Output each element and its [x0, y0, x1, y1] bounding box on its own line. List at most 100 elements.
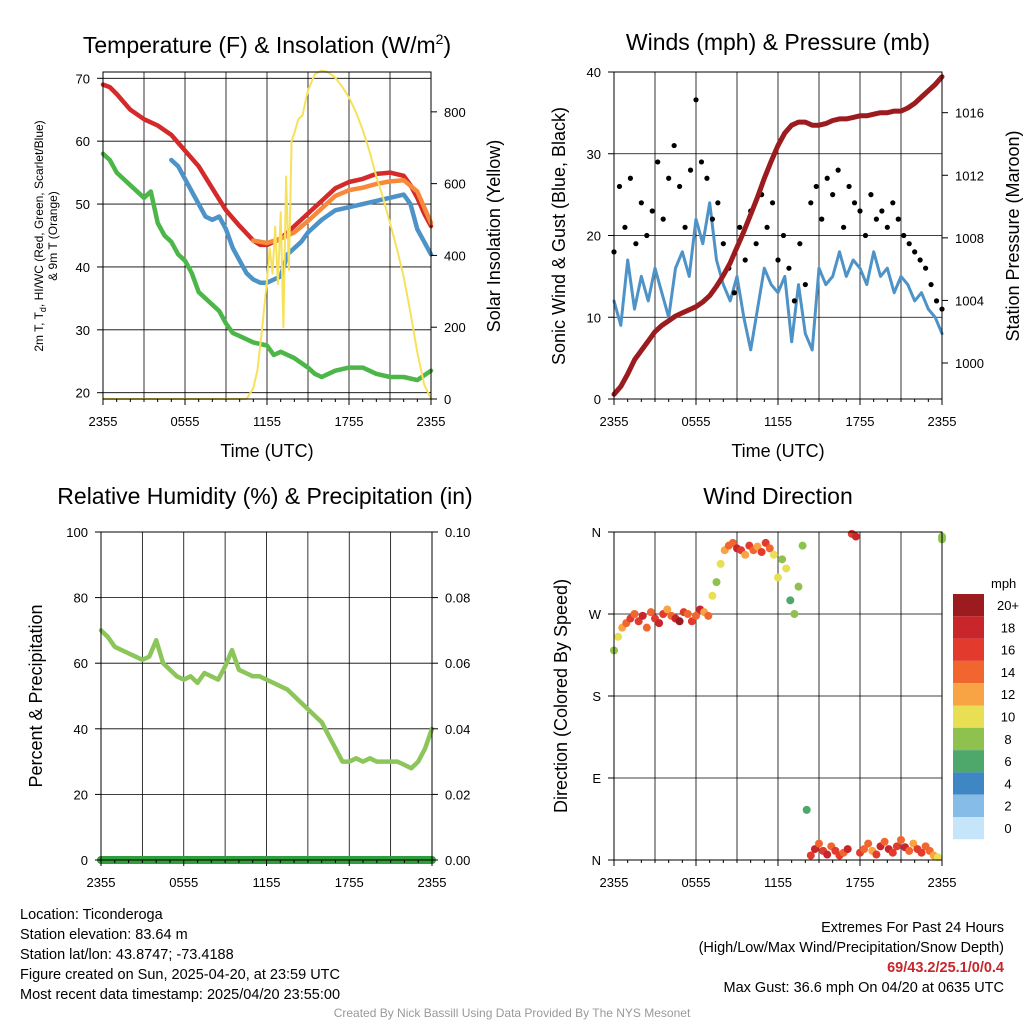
- gust-point: [660, 216, 666, 222]
- winds-x-label: Time (UTC): [731, 441, 824, 461]
- humidity-grid: [101, 532, 432, 860]
- legend-swatch: [953, 683, 984, 706]
- direction-point: [810, 845, 819, 854]
- legend-swatch: [953, 794, 984, 817]
- x-tick-label: 0555: [682, 414, 711, 429]
- direction-point: [692, 611, 700, 620]
- legend-label: 6: [1004, 754, 1011, 769]
- legend-label: 8: [1004, 732, 1011, 747]
- gust-point: [851, 200, 858, 206]
- direction-point: [872, 850, 881, 859]
- direction-point: [909, 839, 918, 848]
- temperature-x-label: Time (UTC): [220, 441, 313, 461]
- station-elevation: Station elevation: 83.64 m: [20, 927, 188, 943]
- gust-point: [824, 175, 830, 181]
- y-tick-label: 0: [594, 392, 601, 407]
- gust-point: [933, 298, 940, 304]
- gust-point: [715, 200, 721, 206]
- direction-point: [880, 837, 889, 846]
- gust-point: [928, 281, 934, 288]
- gust-point: [901, 232, 907, 239]
- gust-point: [737, 224, 743, 230]
- y-right-tick-label: 600: [444, 177, 466, 192]
- gust-point: [666, 175, 672, 181]
- gust-point: [769, 200, 776, 206]
- gust-point: [698, 159, 705, 165]
- 9m-t-line: [251, 177, 434, 246]
- direction-y-label-left: Direction (Colored By Speed): [551, 579, 571, 813]
- legend-label: 4: [1004, 776, 1011, 791]
- y-right-tick-label: 0.02: [445, 787, 470, 802]
- direction-series: [610, 529, 946, 862]
- direction-panel: Wind Direction 2355 0555 1155 1755 2355 N E S W N…: [551, 483, 1019, 890]
- gust-point: [912, 249, 918, 255]
- x-tick-label: 2355: [600, 414, 629, 429]
- direction-point: [634, 617, 643, 626]
- direction-point: [630, 610, 639, 618]
- y-tick-label: 70: [76, 71, 90, 86]
- gust-point: [862, 232, 869, 239]
- winds-panel: Winds (mph) & Pressure (mb) 2355 0555 1155…: [549, 29, 1023, 461]
- direction-point: [614, 632, 623, 641]
- temperature-panel: Temperature (F) & Insolation (W/m2) 2355…: [32, 31, 504, 461]
- gust-point: [764, 224, 770, 230]
- direction-point: [728, 538, 737, 547]
- gust-point: [709, 216, 716, 222]
- station-latlon: Station lat/lon: 43.8747; -73.4188: [20, 947, 234, 963]
- temperature-y-label-right: Solar Insolation (Yellow): [484, 140, 504, 332]
- y-tick-label: S: [592, 689, 601, 704]
- winds-y-label-right: Station Pressure (Maroon): [1003, 130, 1023, 341]
- x-tick-label: 2355: [89, 414, 118, 429]
- gust-point: [791, 298, 798, 304]
- direction-point: [892, 842, 901, 851]
- y-tick-label: 60: [76, 134, 90, 149]
- y-tick-label: E: [592, 771, 601, 786]
- y-tick-label: W: [589, 607, 602, 622]
- solar-line: [102, 69, 432, 400]
- gust-point: [687, 167, 694, 173]
- y-tick-label: 30: [587, 147, 601, 162]
- figure-created: Figure created on Sun, 2025-04-20, at 23…: [20, 967, 340, 983]
- gust-point: [917, 257, 923, 263]
- direction-point: [790, 610, 799, 618]
- extremes-title: Extremes For Past 24 Hours: [821, 920, 1004, 936]
- gust-point: [879, 208, 885, 214]
- legend-label: 0: [1004, 821, 1011, 836]
- gust-point: [616, 183, 623, 190]
- direction-point: [786, 596, 795, 605]
- extremes-info: Extremes For Past 24 Hours (High/Low/Max…: [699, 918, 1004, 998]
- temperature-y-label-left-line2: & 9m T (Orange): [46, 191, 60, 281]
- legend-label: 12: [1001, 687, 1015, 702]
- gust-point: [895, 216, 901, 222]
- legend-swatch: [953, 594, 984, 617]
- legend-label: 16: [1001, 643, 1015, 658]
- gust-point: [753, 241, 759, 247]
- y-tick-label: 20: [76, 386, 90, 401]
- temperature-y-label-left: 2m T, Td, HI/WC (Red, Green, Scarlet/Blu…: [32, 120, 48, 351]
- x-tick-label: 2355: [87, 875, 116, 890]
- gust-point: [884, 224, 890, 230]
- legend-label: 14: [1001, 665, 1015, 680]
- legend-swatch: [953, 817, 984, 840]
- humidity-y-label-left: Percent & Precipitation: [26, 604, 46, 787]
- gust-point: [786, 265, 792, 271]
- winds-y-label-left: Sonic Wind & Gust (Blue, Black): [549, 107, 569, 365]
- direction-point: [753, 542, 762, 551]
- y-right-tick-label: 400: [444, 248, 466, 263]
- legend-title: mph: [991, 576, 1016, 591]
- extremes-values: 69/43.2/25.1/0/0.4: [887, 960, 1004, 976]
- x-tick-label: 1755: [846, 875, 875, 890]
- direction-point: [761, 538, 770, 547]
- gust-point: [923, 265, 929, 271]
- y-right-tick-label: 0.00: [445, 853, 470, 868]
- legend-swatch: [953, 727, 984, 751]
- td-line: [100, 151, 434, 383]
- y-tick-label: 80: [74, 591, 88, 606]
- gust-point: [797, 241, 803, 247]
- gust-point: [742, 257, 748, 263]
- gust-point: [704, 175, 710, 181]
- temperature-title: Temperature (F) & Insolation (W/m2): [83, 31, 451, 58]
- legend-label: 20+: [997, 598, 1019, 613]
- gust-point: [633, 241, 639, 247]
- sonic-wind-line: [612, 201, 944, 352]
